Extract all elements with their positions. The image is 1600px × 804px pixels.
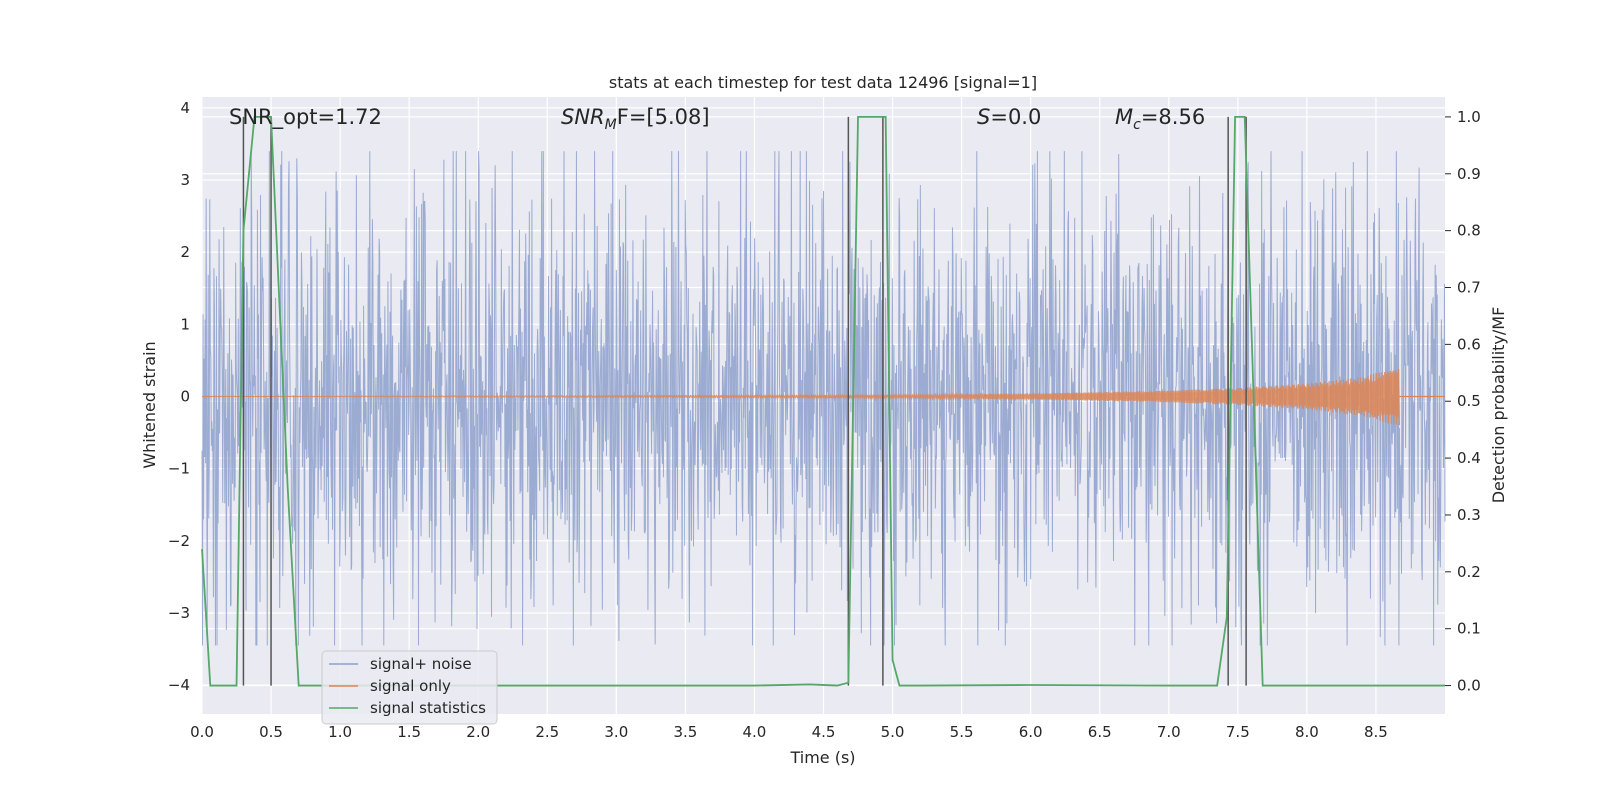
- x-tick-label: 7.5: [1226, 723, 1250, 741]
- y-left-axis-label: Whitened strain: [140, 341, 159, 468]
- y-left-tick-label: 3: [180, 171, 190, 189]
- annotation-mc: Mc=8.56: [1115, 105, 1205, 133]
- y-left-tick-label: −1: [168, 460, 190, 478]
- x-tick-label: 4.5: [812, 723, 836, 741]
- y-right-tick-label: 0.6: [1457, 335, 1481, 353]
- signal-statistics-series: [201, 116, 1445, 687]
- x-axis-label: Time (s): [789, 748, 855, 767]
- annotation-snr-opt: SNR_opt=1.72: [229, 105, 382, 130]
- y-right-tick-label: 0.9: [1457, 165, 1481, 183]
- signal-noise-series: [201, 151, 1446, 646]
- legend-label-signal-only: signal only: [370, 677, 451, 695]
- x-tick-label: 8.5: [1364, 723, 1388, 741]
- signal-only-line: [202, 369, 1401, 425]
- x-tick-label: 2.5: [535, 723, 559, 741]
- y-left-tick-label: 2: [180, 243, 190, 261]
- y-right-tick-label: 0.3: [1457, 506, 1481, 524]
- signal-statistics-line: [201, 116, 1445, 687]
- x-tick-label: 1.0: [328, 723, 352, 741]
- x-tick-label: 4.0: [743, 723, 767, 741]
- x-tick-label: 5.0: [881, 723, 905, 741]
- annotation-s: S=0.0: [977, 105, 1041, 129]
- annotation-snr-mf: SNRMF=[5.08]: [561, 105, 710, 133]
- x-tick-label: 7.0: [1157, 723, 1181, 741]
- y-right-tick-label: 0.1: [1457, 620, 1481, 638]
- x-tick-label: 2.0: [466, 723, 490, 741]
- y-right-tick-label: 0.4: [1457, 449, 1481, 467]
- y-right-tick-label: 0.0: [1457, 677, 1481, 695]
- legend-box: [321, 650, 498, 725]
- vertical-markers: [242, 116, 1247, 686]
- x-tick-label: 1.5: [397, 723, 421, 741]
- x-tick-label: 6.0: [1019, 723, 1043, 741]
- x-tick-labels: 0.0 0.5 1.0 1.5 2.0 2.5 3.0 3.5 4.0 4.5 5.0 5.5 6.0 6…: [190, 723, 1388, 741]
- y-left-tick-label: 0: [180, 387, 190, 405]
- y-right-tick-label: 0.5: [1457, 392, 1481, 410]
- y-left-tick-labels: −4 −3 −2 −1 0 1 2 3 4: [168, 99, 190, 694]
- x-tick-label: 5.5: [950, 723, 974, 741]
- x-tick-label: 0.0: [190, 723, 214, 741]
- x-tick-label: 3.5: [673, 723, 697, 741]
- y-left-tick-label: −2: [168, 532, 190, 550]
- legend-label-signal-statistics: signal statistics: [370, 699, 486, 717]
- y-right-tick-label: 0.2: [1457, 563, 1481, 581]
- signal-noise-line: [201, 151, 1446, 646]
- y-right-tick-label: 0.7: [1457, 279, 1481, 297]
- y-right-tick-labels: 0.0 0.1 0.2 0.3 0.4 0.5 0.6 0.7 0.8 0.9 1.0: [1445, 108, 1481, 695]
- signal-only-series: [202, 369, 1445, 425]
- x-tick-label: 6.5: [1088, 723, 1112, 741]
- y-right-axis-label: Detection probability/MF: [1489, 307, 1508, 504]
- y-right-tick-label: 0.8: [1457, 222, 1481, 240]
- y-left-tick-label: 1: [180, 315, 190, 333]
- x-tick-label: 3.0: [604, 723, 628, 741]
- chart-title: stats at each timestep for test data 124…: [609, 73, 1037, 92]
- legend: signal+ noise signal only signal statist…: [321, 650, 498, 725]
- y-right-tick-label: 1.0: [1457, 108, 1481, 126]
- y-left-tick-label: −3: [168, 604, 190, 622]
- y-left-tick-label: 4: [180, 99, 190, 117]
- x-tick-label: 8.0: [1295, 723, 1319, 741]
- y-left-tick-label: −4: [168, 676, 190, 694]
- legend-label-signal-noise: signal+ noise: [370, 655, 472, 673]
- x-tick-label: 0.5: [259, 723, 283, 741]
